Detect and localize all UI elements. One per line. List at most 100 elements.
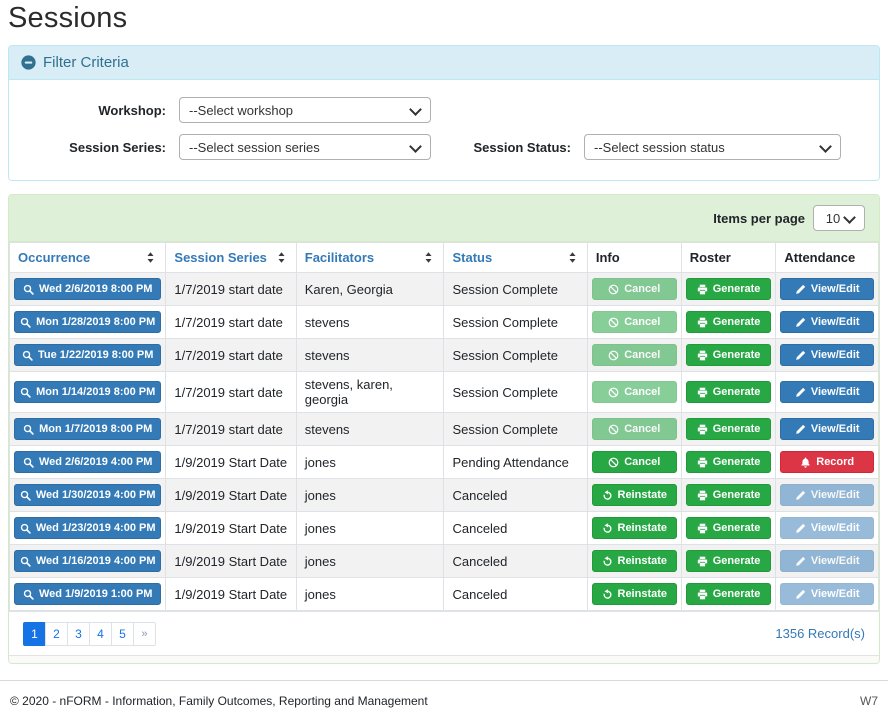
reinstate-button[interactable]: Reinstate (591, 583, 677, 605)
printer-icon (697, 490, 708, 501)
info-cell: Cancel (586, 445, 682, 479)
attendance-cell: View/Edit (775, 577, 879, 611)
page-3-button[interactable]: 3 (67, 621, 90, 646)
occurrence-button[interactable]: Wed 2/6/2019 4:00 PM (14, 451, 162, 473)
facilitators-cell: stevens (295, 338, 445, 372)
undo-icon (602, 522, 613, 534)
occurrence-cell: Wed 1/16/2019 4:00 PM (9, 544, 167, 578)
occurrence-button[interactable]: Mon 1/28/2019 8:00 PM (14, 311, 162, 333)
session-series-cell: 1/7/2019 start date (165, 338, 297, 372)
status-cell: Canceled (443, 577, 588, 611)
search-icon (23, 589, 34, 600)
sort-icon (422, 251, 435, 264)
page-2-button[interactable]: 2 (45, 621, 68, 646)
facilitators-cell: jones (295, 511, 445, 545)
occurrence-button[interactable]: Wed 1/9/2019 1:00 PM (14, 583, 162, 605)
occurrence-button[interactable]: Wed 1/16/2019 4:00 PM (14, 550, 162, 572)
generate-button[interactable]: Generate (685, 517, 772, 539)
reinstate-button[interactable]: Reinstate (591, 517, 677, 539)
roster-cell: Generate (680, 305, 777, 339)
view-edit-button[interactable]: View/Edit (780, 381, 874, 403)
status-cell: Canceled (443, 478, 588, 512)
generate-button[interactable]: Generate (685, 278, 772, 300)
table-bottom-bar: 1 2 3 4 5» 1356 Record(s) (9, 611, 879, 655)
sort-icon (144, 251, 157, 264)
search-icon (20, 317, 31, 328)
facilitators-cell: jones (295, 478, 445, 512)
occurrence-button[interactable]: Wed 2/6/2019 8:00 PM (14, 278, 162, 300)
session-series-cell: 1/9/2019 Start Date (165, 577, 297, 611)
facilitators-cell: stevens (295, 305, 445, 339)
session-status-select[interactable]: --Select session status (584, 134, 841, 160)
session-series-cell: 1/7/2019 start date (165, 272, 297, 306)
view-edit-button: View/Edit (780, 517, 874, 539)
info-cell: Reinstate (586, 577, 682, 611)
generate-button[interactable]: Generate (685, 344, 772, 366)
view-edit-button[interactable]: View/Edit (780, 278, 874, 300)
session-series-label: Session Series: (69, 139, 166, 155)
generate-button[interactable]: Generate (685, 550, 772, 572)
items-per-page-select[interactable]: 10 (813, 205, 865, 231)
page-1-button[interactable]: 1 (23, 621, 46, 646)
column-header-occurrence[interactable]: Occurrence (9, 242, 167, 273)
search-icon (20, 556, 31, 567)
reinstate-button[interactable]: Reinstate (591, 550, 677, 572)
search-icon (23, 457, 34, 468)
record-button[interactable]: Record (780, 451, 874, 473)
cancel-button: Cancel (591, 418, 677, 440)
cancel-button[interactable]: Cancel (591, 451, 677, 473)
session-series-select[interactable]: --Select session series (179, 134, 431, 160)
sessions-table: Occurrence Session Series Facilitators Stat… (9, 242, 879, 611)
column-header-session-series[interactable]: Session Series (165, 242, 297, 273)
session-series-field-row: Session Series: --Select session series (19, 134, 444, 160)
cancel-button: Cancel (591, 311, 677, 333)
occurrence-button[interactable]: Tue 1/22/2019 8:00 PM (14, 344, 162, 366)
printer-icon (697, 457, 708, 468)
generate-button[interactable]: Generate (685, 451, 772, 473)
view-edit-button[interactable]: View/Edit (780, 344, 874, 366)
pencil-icon (795, 284, 806, 295)
occurrence-button[interactable]: Mon 1/7/2019 8:00 PM (14, 418, 162, 440)
info-cell: Reinstate (586, 511, 682, 545)
column-header-status[interactable]: Status (443, 242, 588, 273)
cancel-button: Cancel (591, 278, 677, 300)
filter-spacer (444, 97, 869, 123)
generate-button[interactable]: Generate (685, 311, 772, 333)
printer-icon (697, 284, 708, 295)
table-row: Wed 1/9/2019 1:00 PM 1/9/2019 Start Date… (9, 577, 879, 611)
next-page-button[interactable]: » (133, 621, 156, 646)
roster-cell: Generate (680, 511, 777, 545)
filter-panel-header[interactable]: Filter Criteria (9, 46, 879, 80)
roster-cell: Generate (680, 544, 777, 578)
status-cell: Session Complete (443, 371, 588, 413)
occurrence-cell: Wed 2/6/2019 4:00 PM (9, 445, 167, 479)
occurrence-cell: Wed 1/9/2019 1:00 PM (9, 577, 167, 611)
occurrence-button[interactable]: Mon 1/14/2019 8:00 PM (14, 381, 162, 403)
workshop-select[interactable]: --Select workshop (179, 97, 431, 123)
occurrence-cell: Mon 1/28/2019 8:00 PM (9, 305, 167, 339)
occurrence-button[interactable]: Wed 1/23/2019 4:00 PM (14, 517, 162, 539)
occurrence-button[interactable]: Wed 1/30/2019 4:00 PM (14, 484, 162, 506)
search-icon (20, 490, 31, 501)
page-5-button[interactable]: 5 (111, 621, 134, 646)
column-header-facilitators[interactable]: Facilitators (295, 242, 445, 273)
pencil-icon (795, 589, 806, 600)
generate-button[interactable]: Generate (685, 381, 772, 403)
ban-icon (608, 284, 619, 295)
column-header-info: Info (586, 242, 682, 273)
generate-button[interactable]: Generate (685, 418, 772, 440)
occurrence-cell: Wed 2/6/2019 8:00 PM (9, 272, 167, 306)
view-edit-button[interactable]: View/Edit (780, 418, 874, 440)
table-row: Wed 2/6/2019 4:00 PM 1/9/2019 Start Date… (9, 445, 879, 479)
view-edit-button[interactable]: View/Edit (780, 311, 874, 333)
sessions-table-panel: Items per page 10 Occurrence Session Seri… (8, 194, 880, 664)
site-footer: © 2020 - nFORM - Information, Family Out… (8, 681, 880, 721)
page-4-button[interactable]: 4 (89, 621, 112, 646)
generate-button[interactable]: Generate (685, 484, 772, 506)
ban-icon (608, 350, 619, 361)
filter-panel: Filter Criteria Workshop: --Select works… (8, 45, 880, 181)
generate-button[interactable]: Generate (685, 583, 772, 605)
reinstate-button[interactable]: Reinstate (591, 484, 677, 506)
occurrence-cell: Wed 1/23/2019 4:00 PM (9, 511, 167, 545)
